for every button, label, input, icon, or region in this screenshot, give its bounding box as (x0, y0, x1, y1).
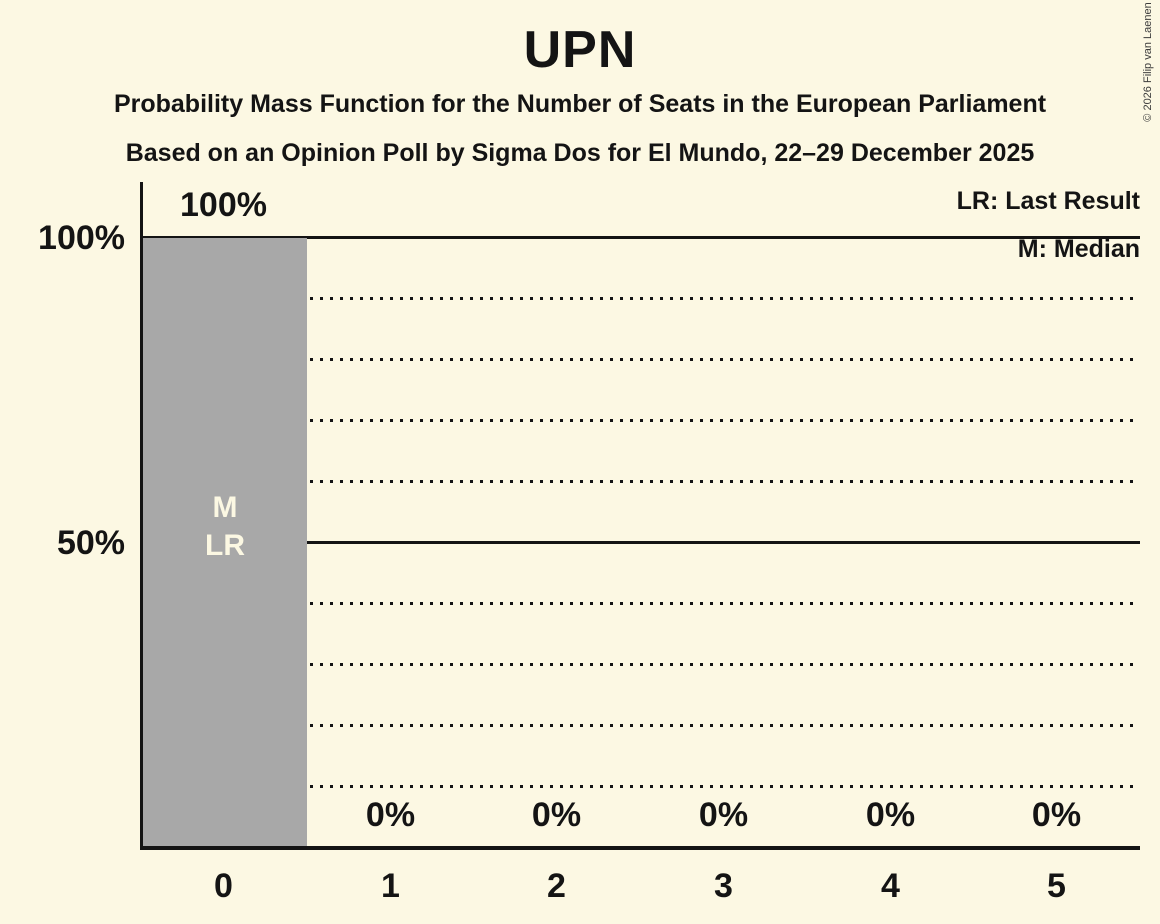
gridline-20pct (140, 724, 1140, 727)
gridline-70pct (140, 419, 1140, 422)
gridline-40pct (140, 602, 1140, 605)
gridline-80pct (140, 358, 1140, 361)
x-tick-seats-4: 4 (881, 867, 900, 905)
copyright-note: © 2026 Filip van Laenen (1142, 2, 1154, 122)
value-label-seats-3: 0% (698, 796, 749, 834)
gridline-100pct (140, 236, 1140, 239)
gridline-50pct (140, 541, 1140, 544)
value-label-seats-4: 0% (865, 796, 916, 834)
chart-subtitle-line2: Based on an Opinion Poll by Sigma Dos fo… (125, 139, 1035, 167)
bar-seats-0 (143, 238, 307, 846)
bar-last-result-marker: LR (205, 529, 245, 562)
y-tick-100: 100% (38, 219, 125, 257)
x-tick-seats-3: 3 (714, 867, 733, 905)
value-label-seats-2: 0% (531, 796, 582, 834)
gridline-10pct (140, 785, 1140, 788)
value-label-seats-1: 0% (365, 796, 416, 834)
x-tick-seats-5: 5 (1047, 867, 1066, 905)
chart-subtitle-line1: Probability Mass Function for the Number… (113, 90, 1047, 118)
value-label-seats-0: 100% (180, 186, 267, 224)
y-axis-line (140, 182, 143, 850)
bar-median-marker: M (212, 491, 238, 524)
gridline-90pct (140, 297, 1140, 300)
value-label-seats-5: 0% (1031, 796, 1082, 834)
gridline-60pct (140, 480, 1140, 483)
x-tick-seats-2: 2 (547, 867, 566, 905)
x-tick-seats-0: 0 (214, 867, 233, 905)
legend-last-result: LR: Last Result (956, 187, 1140, 215)
y-tick-50: 50% (56, 524, 125, 562)
chart-title: UPN (523, 21, 637, 79)
x-axis-line (140, 846, 1140, 850)
legend-median: M: Median (1017, 235, 1140, 263)
gridline-30pct (140, 663, 1140, 666)
x-tick-seats-1: 1 (381, 867, 400, 905)
